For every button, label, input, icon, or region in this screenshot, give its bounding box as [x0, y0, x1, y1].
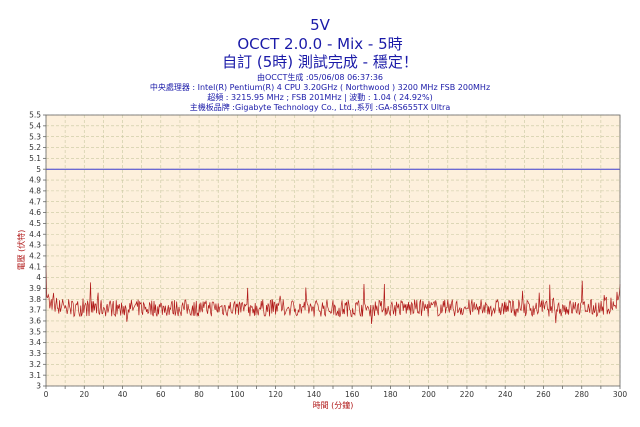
- series-line-5v: [45, 264, 621, 324]
- y-axis-ticks: 3 3.1 3.2 3.3 3.4 3.53.6 3.7 3.8 3.9 4 4.14.2 4.3 4.…: [29, 111, 46, 391]
- y-tick-label: 5.5: [29, 111, 41, 120]
- y-tick-label: 3.5: [29, 327, 41, 336]
- y-tick-label: 3.8: [29, 295, 41, 304]
- y-tick-label: 3.9: [29, 284, 41, 293]
- x-tick-label: 200: [422, 390, 437, 399]
- x-tick-label: 220: [460, 390, 475, 399]
- y-tick-label: 3.1: [29, 371, 41, 380]
- y-tick-label: 4.2: [29, 252, 41, 261]
- y-tick-label: 3.7: [29, 306, 41, 315]
- x-tick-label: 80: [194, 390, 204, 399]
- y-tick-label: 4: [36, 273, 41, 282]
- x-tick-label: 280: [575, 390, 590, 399]
- info-line-generated: 由OCCT生成 :05/06/08 06:37:36: [257, 72, 383, 82]
- y-tick-label: 5.3: [29, 132, 41, 141]
- x-tick-label: 240: [498, 390, 513, 399]
- chart-subtitle: OCCT 2.0.0 - Mix - 5時: [237, 35, 402, 53]
- x-tick-label: 40: [118, 390, 128, 399]
- y-tick-label: 4.7: [29, 197, 41, 206]
- y-tick-label: 3: [36, 382, 41, 391]
- y-tick-label: 3.3: [29, 349, 41, 358]
- x-tick-label: 0: [44, 390, 49, 399]
- y-tick-label: 5.2: [29, 143, 41, 152]
- x-tick-label: 100: [230, 390, 245, 399]
- x-axis-label: 時間 (分鐘): [313, 400, 354, 410]
- x-axis-ticks: 0 20 40 60 80 100 120 140 160 180 200 220 240 260 280 3…: [44, 386, 628, 399]
- y-tick-label: 4.9: [29, 176, 41, 185]
- plot-frame: [45, 114, 621, 387]
- x-tick-label: 140: [307, 390, 322, 399]
- y-tick-label: 4.6: [29, 208, 41, 217]
- y-tick-label: 5.4: [29, 121, 41, 130]
- x-tick-label: 20: [79, 390, 89, 399]
- grid: [45, 114, 621, 387]
- y-tick-label: 4.1: [29, 262, 41, 271]
- x-tick-label: 300: [613, 390, 628, 399]
- x-tick-label: 60: [156, 390, 166, 399]
- y-tick-label: 3.2: [29, 360, 41, 369]
- y-tick-label: 4.3: [29, 241, 41, 250]
- x-tick-label: 120: [268, 390, 283, 399]
- x-tick-label: 180: [383, 390, 398, 399]
- y-tick-label: 4.4: [29, 230, 41, 239]
- test-status: 自訂 (5時) 測試完成 - 穩定！: [222, 53, 418, 71]
- chart-title: 5V: [310, 16, 331, 34]
- info-line-cpu: 中央處理器 : Intel(R) Pentium(R) 4 CPU 3.20GH…: [150, 82, 490, 92]
- x-tick-label: 260: [536, 390, 551, 399]
- y-axis-label: 電壓 (伏特): [16, 230, 26, 271]
- x-tick-label: 160: [345, 390, 360, 399]
- y-tick-label: 5.1: [29, 154, 41, 163]
- y-tick-label: 3.6: [29, 317, 41, 326]
- y-tick-label: 3.4: [29, 338, 41, 347]
- info-line-overclock: 超頻 : 3215.95 MHz ; FSB 201MHz | 波動 : 1.0…: [207, 92, 432, 102]
- y-tick-label: 4.8: [29, 186, 41, 195]
- y-tick-label: 4.5: [29, 219, 41, 228]
- y-tick-label: 5: [36, 165, 41, 174]
- info-line-motherboard: 主機板品牌 :Gigabyte Technology Co., Ltd.,系列 …: [190, 102, 451, 112]
